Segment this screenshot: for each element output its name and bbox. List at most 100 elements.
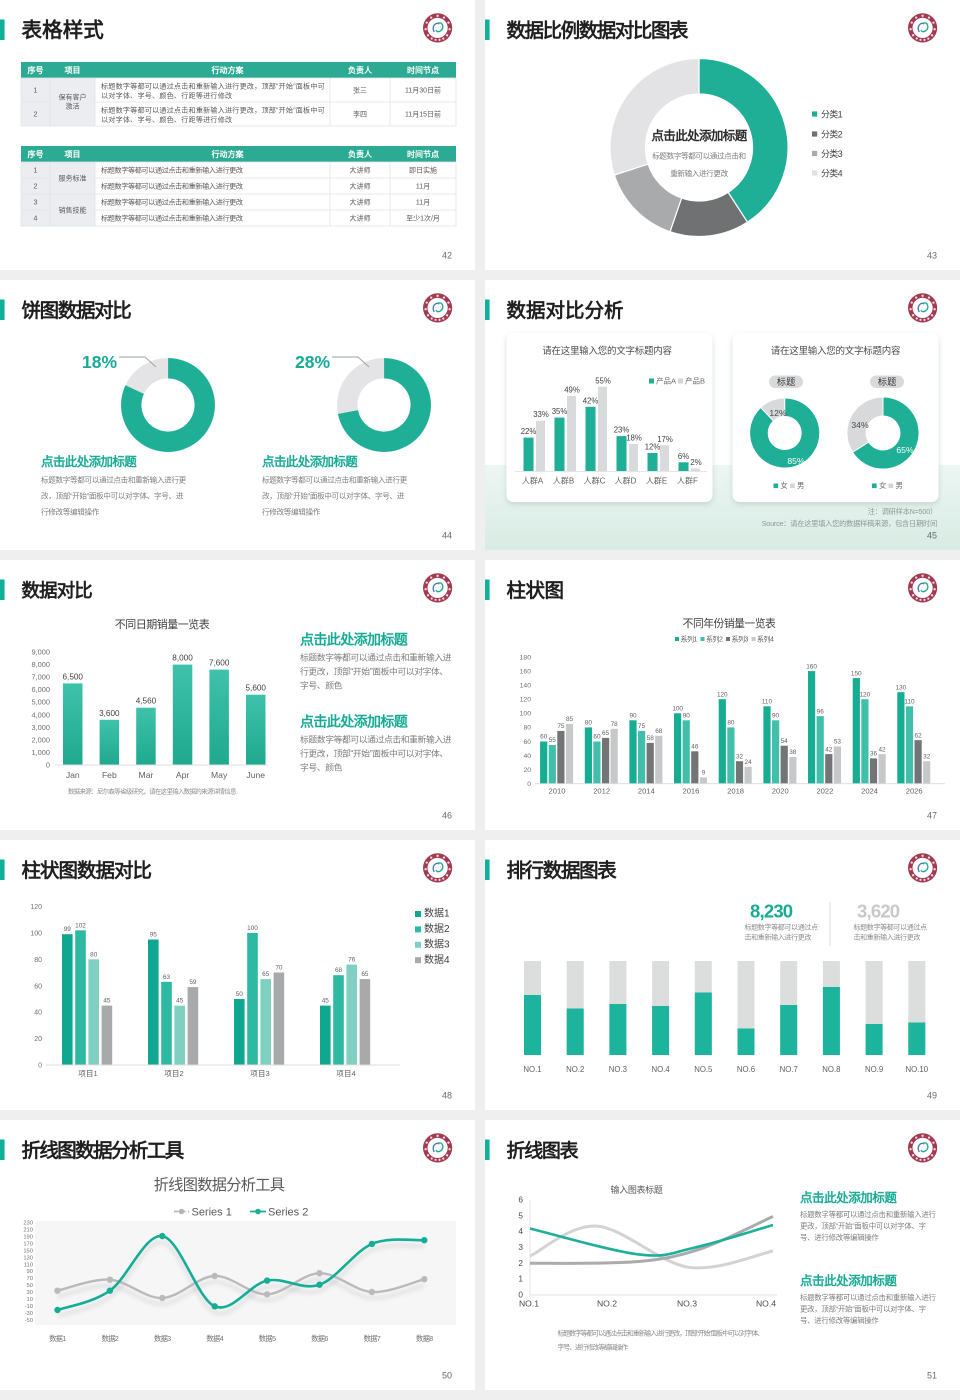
svg-text:不同日期销量一览表: 不同日期销量一览表 [115,617,210,631]
svg-text:2: 2 [518,1258,523,1268]
svg-text:99: 99 [64,926,72,933]
svg-text:1: 1 [34,168,38,175]
svg-text:产品B: 产品B [685,376,705,386]
svg-text:Feb: Feb [102,770,117,780]
svg-text:100: 100 [247,925,258,932]
svg-text:2022: 2022 [816,787,833,796]
svg-text:85: 85 [566,716,574,723]
svg-text:NO.6: NO.6 [737,1065,755,1074]
svg-text:11月: 11月 [416,199,430,207]
svg-text:数据1: 数据1 [49,1334,66,1343]
svg-text:20: 20 [34,1036,42,1043]
svg-text:行动方案: 行动方案 [211,65,245,75]
svg-text:90: 90 [683,713,691,720]
svg-text:注：调研样本N=500）: 注：调研样本N=500） [868,507,937,516]
svg-text:Series 1: Series 1 [192,1206,232,1218]
svg-text:数据4: 数据4 [206,1334,223,1343]
svg-text:系列3: 系列3 [732,635,749,644]
svg-text:3,600: 3,600 [99,709,120,718]
svg-text:45: 45 [176,998,184,1005]
svg-text:18%: 18% [626,433,642,442]
svg-text:负责人: 负责人 [348,149,373,159]
svg-text:男: 男 [896,481,903,490]
svg-text:分类1: 分类1 [821,108,843,119]
svg-text:36: 36 [870,751,878,758]
svg-text:150: 150 [851,670,862,677]
svg-text:重新输入进行更改: 重新输入进行更改 [670,168,728,178]
svg-text:40: 40 [34,1010,42,1017]
svg-text:50: 50 [442,1371,452,1381]
svg-text:32: 32 [923,753,931,760]
svg-text:点击此处添加标题: 点击此处添加标题 [262,454,358,469]
svg-text:NO.4: NO.4 [756,1299,776,1309]
svg-text:42: 42 [825,746,833,753]
svg-text:点击此处添加标题: 点击此处添加标题 [800,1273,897,1288]
svg-text:51: 51 [927,1371,937,1381]
svg-text:系列2: 系列2 [706,635,723,644]
svg-text:75: 75 [557,723,565,730]
svg-text:NO.9: NO.9 [865,1065,883,1074]
svg-text:点击此处添加标题: 点击此处添加标题 [800,1190,897,1205]
svg-text:140: 140 [520,682,532,689]
svg-text:110: 110 [24,1262,33,1268]
svg-text:NO.1: NO.1 [523,1065,541,1074]
svg-text:系列4: 系列4 [757,635,774,644]
svg-text:60: 60 [34,983,42,990]
svg-text:65%: 65% [896,445,914,455]
svg-text:1: 1 [34,88,38,95]
svg-text:点击此处添加标题: 点击此处添加标题 [300,714,409,730]
svg-text:2012: 2012 [593,787,610,796]
svg-text:0: 0 [38,1063,42,1070]
svg-text:22%: 22% [521,427,537,436]
svg-text:击和重新输入进行更改: 击和重新输入进行更改 [854,933,921,942]
svg-text:2016: 2016 [682,787,699,796]
svg-text:34%: 34% [851,420,869,430]
svg-text:NO.2: NO.2 [597,1299,617,1309]
svg-text:标题数字等都可以通过点击和: 标题数字等都可以通过点击和 [652,151,746,161]
svg-text:NO.5: NO.5 [694,1065,713,1074]
svg-text:160: 160 [806,663,817,670]
svg-text:人群A: 人群A [522,476,544,486]
svg-text:击和重新输入进行更改: 击和重新输入进行更改 [745,933,812,942]
svg-text:2014: 2014 [638,787,655,796]
svg-text:项目: 项目 [65,150,81,159]
svg-text:号、进行修改等编辑操作: 号、进行修改等编辑操作 [800,1233,879,1242]
svg-text:4,560: 4,560 [136,697,157,706]
svg-text:55%: 55% [595,376,611,385]
svg-text:110: 110 [904,698,915,705]
svg-text:2010: 2010 [549,787,566,796]
svg-text:3,620: 3,620 [857,901,900,922]
svg-text:11月: 11月 [416,183,430,191]
svg-text:2,000: 2,000 [32,735,51,744]
svg-text:Source：请在这里填入您的数据样稿来源，包含日期时间: Source：请在这里填入您的数据样稿来源，包含日期时间 [762,519,937,528]
svg-text:标题数字等都可以通过点: 标题数字等都可以通过点 [745,923,818,932]
svg-text:2026: 2026 [906,787,923,796]
svg-text:210: 210 [23,1227,33,1233]
svg-text:50: 50 [27,1283,33,1289]
svg-text:项目3: 项目3 [250,1069,269,1078]
svg-text:行更改，顶部“开始”面板中可以对字体、: 行更改，顶部“开始”面板中可以对字体、 [300,748,448,759]
svg-text:标题数字等都可以通过点击和重新输入进行: 标题数字等都可以通过点击和重新输入进行 [800,1293,937,1302]
svg-text:150: 150 [23,1248,33,1254]
svg-text:3: 3 [518,1242,523,1252]
svg-text:130: 130 [896,684,907,691]
svg-text:96: 96 [817,708,825,715]
svg-text:120: 120 [30,904,42,911]
svg-text:4,000: 4,000 [32,710,51,719]
svg-text:数据6: 数据6 [311,1334,328,1343]
svg-text:更改，顶部“开始”面板中可以对字体、字: 更改，顶部“开始”面板中可以对字体、字 [800,1305,926,1314]
svg-text:2: 2 [34,112,38,119]
svg-text:80: 80 [585,720,593,727]
svg-text:32: 32 [736,753,744,760]
svg-text:55: 55 [549,737,557,744]
svg-text:-10: -10 [25,1304,33,1310]
svg-text:95: 95 [150,932,158,939]
svg-text:大讲师: 大讲师 [350,198,371,207]
svg-text:输入图表标题: 输入图表标题 [611,1184,663,1195]
svg-text:80: 80 [523,725,531,732]
svg-text:标题: 标题 [777,376,796,387]
svg-text:系列1: 系列1 [681,635,698,644]
svg-text:不同年份销量一览表: 不同年份销量一览表 [683,616,776,630]
svg-text:标题数字等都可以通过点击和重新输入进行更改: 标题数字等都可以通过点击和重新输入进行更改 [101,182,243,191]
svg-text:行修改等编辑操作: 行修改等编辑操作 [262,507,321,517]
